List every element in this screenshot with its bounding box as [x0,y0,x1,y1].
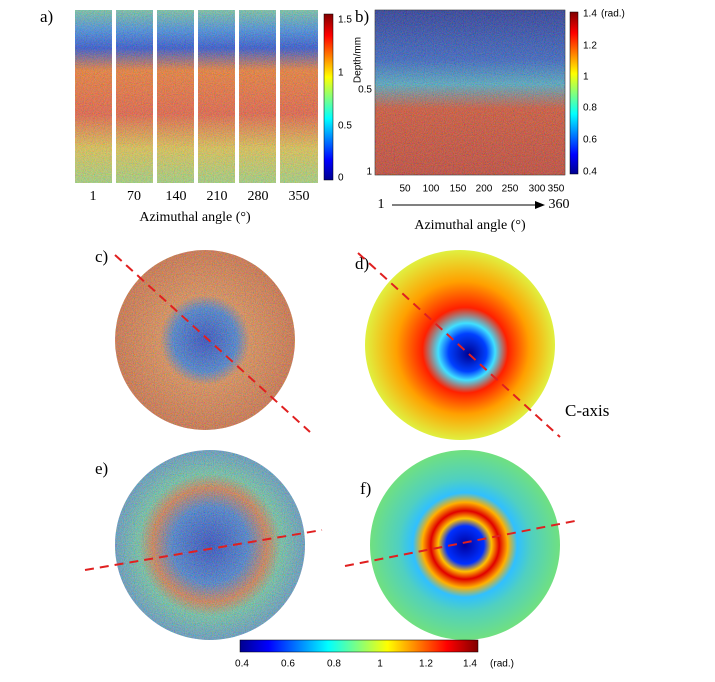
panel-label: b) [355,7,369,26]
panel-label: d) [355,254,369,273]
colorbar-tick: 1 [377,659,383,670]
x-tick-label: 300 [529,184,546,195]
arrow-start: 1 [378,197,385,212]
c-axis-line [357,252,561,438]
colorbar-tick: 0.6 [583,135,597,146]
x-tick-label: 210 [207,189,228,204]
x-tick-label: 1 [90,189,97,204]
colorbar [323,13,334,181]
depth-image [374,9,566,176]
x-tick-label: 350 [548,184,565,195]
panel-label: e) [95,459,108,478]
x-tick-label: 150 [450,184,467,195]
disc-measured [115,450,305,640]
c-axis-line [84,529,323,571]
colorbar-tick: 1.4 [463,659,477,670]
panel-label: f) [360,479,371,498]
x-tick-label: 200 [476,184,493,195]
colorbar-tick: 1.2 [419,659,433,670]
disc-measured [115,250,295,430]
colorbar-tick: 0.4 [235,659,249,670]
arrow-end: 360 [549,197,570,212]
disc-simulated [370,450,560,640]
colorbar-tick: 1 [338,68,344,79]
colorbar-tick: 0.8 [583,103,597,114]
x-tick-label: 350 [289,189,310,204]
colorbar-tick: 1.4 [583,9,597,20]
colorbar-tick: 0.8 [327,659,341,670]
axis-label: Azimuthal angle (°) [414,218,526,233]
annotation: C-axis [565,401,609,420]
colorbar-tick: 0.5 [338,121,352,132]
colorbar-tick: 0.4 [583,167,597,178]
x-tick-label: 280 [248,189,269,204]
y-tick-label: 1 [366,167,372,178]
y-tick-label: 0.5 [358,85,372,96]
axis-label: Azimuthal angle (°) [139,210,251,225]
x-tick-label: 250 [502,184,519,195]
panel-label: a) [40,7,53,26]
strips [75,10,318,183]
colorbar-tick: 1 [583,72,589,83]
colorbar-tick: 0 [338,173,344,184]
c-axis-line [344,519,581,567]
arrow-head [535,201,545,209]
colorbar-tick: 1.5 [338,15,352,26]
colorbar-tick: 1.2 [583,41,597,52]
axis-label: Depth/mm [353,37,364,83]
x-tick-label: 140 [166,189,187,204]
colorbar-tick: 0.6 [281,659,295,670]
colorbar [569,11,579,175]
colorbar-unit: (rad.) [490,659,514,670]
x-tick-label: 100 [423,184,440,195]
x-tick-label: 50 [399,184,411,195]
panel-label: c) [95,247,108,266]
x-tick-label: 70 [127,189,141,204]
colorbar [239,639,479,653]
colorbar-unit: (rad.) [601,9,625,20]
